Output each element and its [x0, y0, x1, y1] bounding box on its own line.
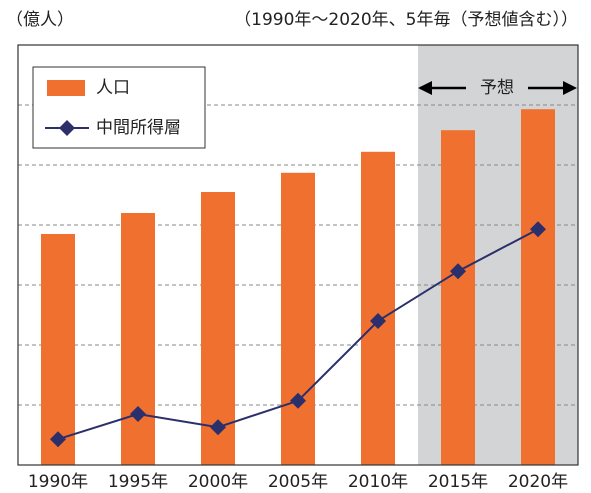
unit-label: （億人）: [6, 10, 74, 30]
legend-swatch: [59, 120, 75, 136]
legend-label: 人口: [96, 78, 130, 98]
x-tick-label: 1995年: [108, 472, 168, 492]
x-tick-label: 2015年: [428, 472, 488, 492]
marker: [210, 419, 226, 436]
marker: [450, 263, 466, 280]
arrow-head: [563, 81, 577, 95]
x-tick-label: 1990年: [28, 472, 88, 492]
forecast-annotation: 予想: [418, 78, 577, 98]
bar: [441, 130, 475, 465]
bar: [41, 234, 75, 465]
subtitle: （1990年〜2020年、5年毎（予想値含む））: [234, 10, 578, 30]
bar: [281, 172, 315, 466]
x-tick-label: 2000年: [188, 472, 248, 492]
bar: [521, 109, 555, 465]
marker: [530, 221, 546, 238]
arrow-head: [418, 81, 432, 95]
x-tick-label: 2010年: [348, 472, 408, 492]
x-tick-label: 2005年: [268, 472, 328, 492]
legend-swatch: [47, 80, 85, 96]
marker: [370, 313, 386, 329]
bar: [121, 213, 155, 465]
bar: [361, 151, 395, 466]
x-tick-label: 2020年: [508, 472, 568, 492]
marker: [50, 431, 66, 448]
legend-label: 中間所得層: [96, 118, 181, 138]
marker: [290, 392, 306, 409]
annotation: 予想: [480, 78, 514, 98]
plot-frame: [17, 44, 579, 466]
marker: [130, 406, 146, 422]
